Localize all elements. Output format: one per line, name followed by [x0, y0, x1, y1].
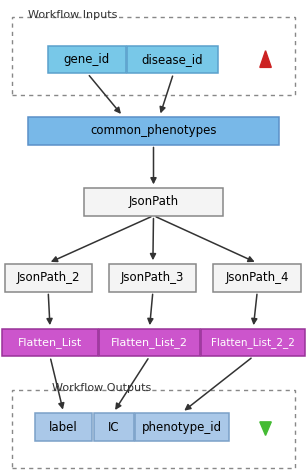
FancyBboxPatch shape: [201, 329, 305, 356]
Text: Flatten_List: Flatten_List: [18, 337, 82, 348]
Text: Workflow Inputs: Workflow Inputs: [28, 10, 117, 20]
Text: phenotype_id: phenotype_id: [142, 420, 222, 434]
FancyBboxPatch shape: [94, 413, 134, 441]
Polygon shape: [260, 422, 271, 436]
FancyBboxPatch shape: [5, 264, 92, 292]
FancyBboxPatch shape: [213, 264, 301, 292]
FancyBboxPatch shape: [35, 413, 92, 441]
Polygon shape: [260, 51, 271, 67]
FancyBboxPatch shape: [109, 264, 196, 292]
FancyBboxPatch shape: [84, 188, 223, 216]
Text: JsonPath_3: JsonPath_3: [121, 271, 185, 284]
Text: Flatten_List_2_2: Flatten_List_2_2: [211, 337, 295, 348]
Text: JsonPath_4: JsonPath_4: [225, 271, 289, 284]
Text: Workflow Outputs: Workflow Outputs: [52, 383, 151, 393]
FancyBboxPatch shape: [99, 329, 200, 356]
Text: common_phenotypes: common_phenotypes: [90, 124, 217, 137]
FancyBboxPatch shape: [2, 329, 98, 356]
FancyBboxPatch shape: [127, 46, 218, 73]
Text: JsonPath_2: JsonPath_2: [17, 271, 80, 284]
FancyBboxPatch shape: [48, 46, 126, 73]
Text: label: label: [49, 420, 78, 434]
FancyBboxPatch shape: [135, 413, 229, 441]
Text: IC: IC: [108, 420, 119, 434]
Text: gene_id: gene_id: [64, 53, 110, 66]
Text: JsonPath: JsonPath: [128, 195, 179, 209]
FancyBboxPatch shape: [28, 117, 279, 145]
Text: Flatten_List_2: Flatten_List_2: [111, 337, 188, 348]
Text: disease_id: disease_id: [142, 53, 204, 66]
